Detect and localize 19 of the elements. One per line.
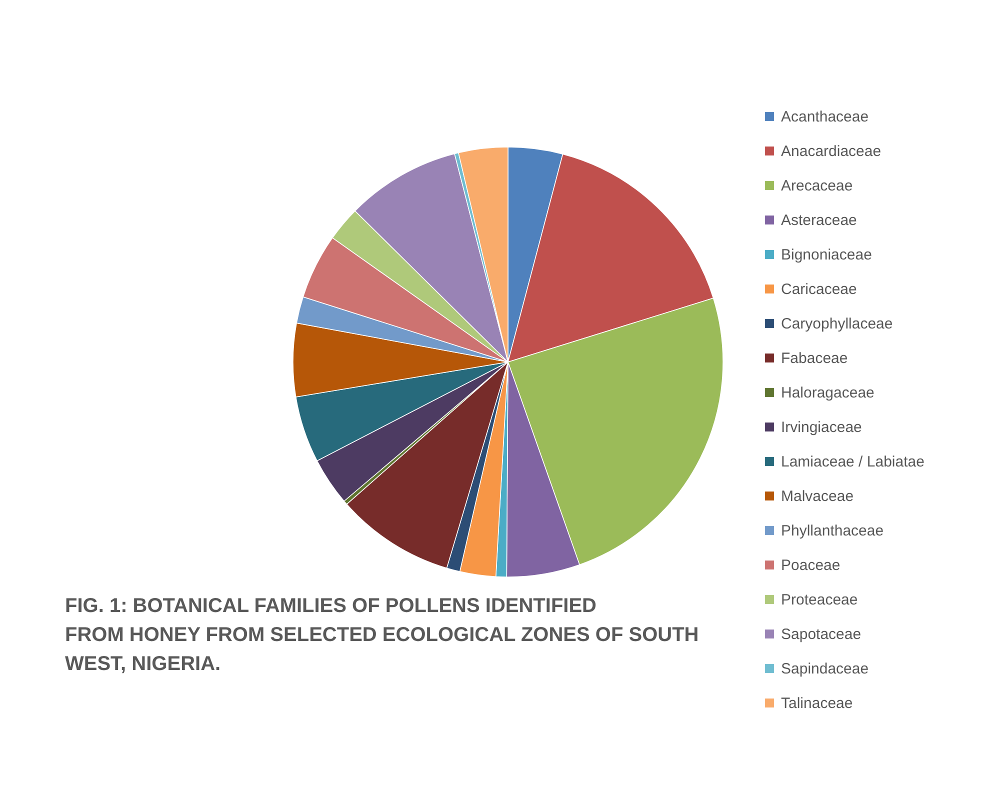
legend-label: Talinaceae [781, 695, 853, 712]
legend-label: Bignoniaceae [781, 246, 872, 264]
legend-label: Lamiaceae / Labiatae [781, 454, 924, 470]
text: FIG. 1: BOTANICAL FAMILIES OF POLLENS IDENTIFIED FROM HONEY FROM SELECTED ECOLOGICAL ZONES OF SOUTH WEST, NIGERIA. [65, 595, 699, 675]
legend-label: Sapotaceae [781, 626, 862, 643]
legend-label: Caryophyllaceae [781, 316, 893, 332]
legend-label: Asteraceae [781, 212, 857, 229]
legend-label: Acanthaceae [781, 108, 869, 126]
legend-label: Proteaceae [781, 592, 858, 608]
legend-label: Haloragaceae [781, 384, 874, 402]
legend-label: Anacardiaceae [781, 143, 882, 160]
legend-label: Arecaceae [781, 178, 853, 194]
legend-label: Fabaceae [781, 350, 848, 367]
legend-label: Irvingiaceae [781, 419, 862, 436]
legend-label: Phyllanthaceae [781, 522, 884, 540]
legend-label: Sapindaceae [781, 660, 869, 678]
legend-label: Poaceae [781, 557, 840, 574]
legend-label: Malvaceae [781, 488, 854, 505]
legend-label: Caricaceae [781, 281, 857, 298]
